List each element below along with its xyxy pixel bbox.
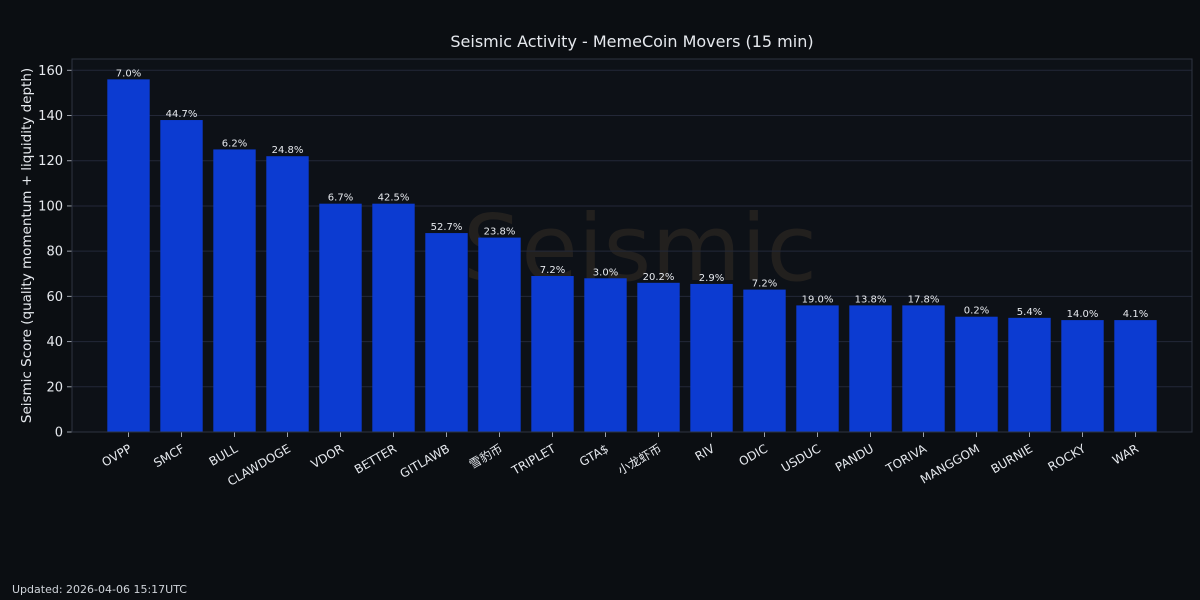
data-label: 7.2% (752, 279, 777, 290)
data-label: 13.8% (855, 294, 887, 305)
x-tick-label: BETTER (352, 441, 399, 476)
bar (425, 233, 468, 432)
bars (107, 79, 1157, 432)
bar (319, 203, 362, 432)
x-tick-label: 雪豹币 (466, 441, 505, 472)
x-tick-label: BURNIE (989, 441, 1035, 476)
x-tick-label: WAR (1110, 441, 1141, 467)
x-tick-label: OVPP (99, 441, 134, 469)
y-tick-label: 0 (55, 426, 63, 441)
bar (107, 79, 150, 432)
y-axis-label: Seismic Score (quality momentum + liquid… (19, 68, 35, 423)
y-tick-label: 160 (38, 64, 63, 79)
bar (743, 289, 786, 432)
data-label: 3.0% (593, 267, 618, 278)
updated-timestamp: Updated: 2026-04-06 15:17UTC (12, 583, 187, 596)
y-axis-ticks: 0 20 40 60 80 100 120 140 160 (38, 64, 72, 441)
bar (955, 316, 998, 432)
data-label: 7.0% (116, 68, 141, 79)
data-label: 5.4% (1017, 307, 1042, 318)
plot-frame (71, 58, 1193, 433)
data-label: 52.7% (431, 222, 463, 233)
bar (213, 149, 256, 432)
x-tick-label: GTA$ (577, 441, 611, 469)
data-label: 20.2% (643, 272, 675, 283)
x-tick-label: USDUC (779, 441, 823, 475)
bar (160, 120, 203, 432)
bar (1061, 320, 1104, 432)
x-tick-label: PANDU (833, 441, 876, 474)
data-label: 44.7% (166, 109, 198, 120)
bar (584, 278, 627, 432)
y-tick-label: 80 (46, 245, 63, 260)
data-labels: 7.0% 44.7% 6.2% 24.8% 6.7% 42.5% 52.7% 23.8% 7.2… (116, 68, 1148, 320)
x-tick-label: GITLAWB (398, 441, 452, 481)
data-label: 42.5% (378, 193, 410, 204)
bar (266, 156, 309, 432)
x-tick-label: ODIC (736, 441, 770, 468)
bar (531, 276, 574, 432)
data-label: 17.8% (908, 294, 940, 305)
data-label: 14.0% (1067, 309, 1099, 320)
x-tick-label: ROCKY (1046, 441, 1089, 474)
bar (1008, 317, 1051, 432)
bar (849, 305, 892, 432)
data-label: 19.0% (802, 294, 834, 305)
x-tick-label: VDOR (308, 441, 346, 471)
x-tick-label: 小龙虾币 (615, 441, 664, 477)
data-label: 6.2% (222, 138, 247, 149)
x-tick-label: RIV (693, 441, 718, 464)
bar (478, 237, 521, 432)
y-tick-label: 140 (38, 109, 63, 124)
data-label: 24.8% (272, 145, 304, 156)
bar (372, 203, 415, 432)
chart-title: Seismic Activity - MemeCoin Movers (15 m… (450, 32, 813, 51)
gridlines (72, 69, 1192, 433)
bar (690, 283, 733, 432)
data-label: 7.2% (540, 265, 565, 276)
x-tick-label: BULL (207, 441, 241, 468)
plot-area (72, 59, 1192, 432)
y-tick-label: 60 (46, 290, 63, 305)
bar (1114, 320, 1157, 432)
y-tick-label: 20 (46, 380, 63, 395)
x-tick-label: SMCF (151, 441, 187, 470)
data-label: 2.9% (699, 273, 724, 284)
data-label: 4.1% (1123, 309, 1148, 320)
x-tick-label: TRIPLET (509, 441, 559, 478)
data-label: 23.8% (484, 227, 516, 238)
bar (796, 305, 839, 432)
y-tick-label: 120 (38, 154, 63, 169)
x-tick-label: MANGGOM (918, 441, 982, 486)
bar (902, 305, 945, 432)
data-label: 6.7% (328, 193, 353, 204)
bar (637, 282, 680, 432)
data-label: 0.2% (964, 306, 989, 317)
y-tick-label: 40 (46, 335, 63, 350)
y-tick-label: 100 (38, 199, 63, 214)
